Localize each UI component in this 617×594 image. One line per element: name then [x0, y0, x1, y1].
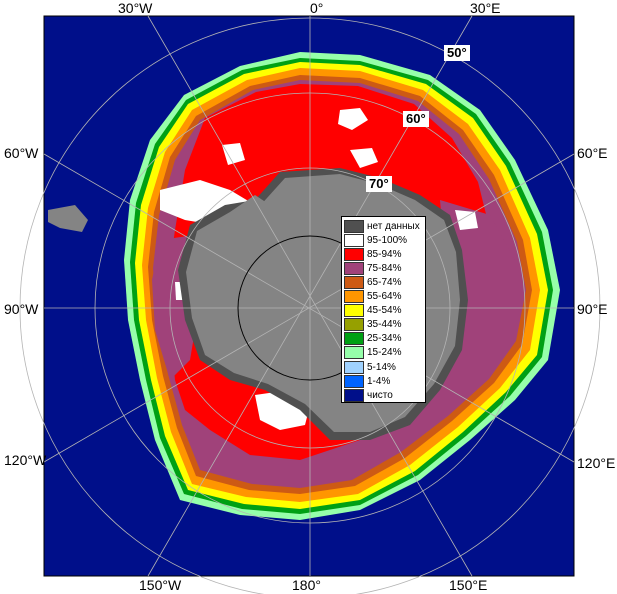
lon-label-150e: 150°E — [449, 577, 488, 593]
ice-patch-95-100-ne — [350, 148, 378, 168]
lon-label-90e: 90°E — [577, 301, 608, 317]
legend-item: 55-64% — [344, 290, 401, 304]
legend-swatch — [344, 275, 364, 289]
legend-label: 55-64% — [367, 291, 402, 302]
lon-label-150w: 150°W — [139, 577, 182, 593]
legend-swatch — [344, 374, 364, 388]
legend-label: 65-74% — [367, 276, 402, 288]
ice-patch-95-100-nw — [222, 143, 245, 165]
legend-swatch — [344, 346, 364, 360]
legend-label: 85-94% — [367, 248, 402, 260]
legend-item: нет данных — [344, 219, 420, 233]
legend-swatch — [344, 247, 364, 261]
lat-label-60: 60° — [403, 111, 429, 127]
lon-label-120w: 120°W — [4, 452, 47, 468]
legend-swatch — [344, 261, 364, 275]
legend-item: 15-24% — [344, 346, 401, 360]
legend-label: чисто — [367, 389, 393, 401]
legend-item: 25-34% — [344, 332, 401, 346]
legend-item: 65-74% — [344, 275, 401, 289]
lon-label-30e: 30°E — [470, 0, 501, 16]
legend-label: 75-84% — [367, 262, 402, 274]
legend-swatch — [344, 360, 364, 374]
legend-label: нет данных — [367, 220, 420, 232]
legend-label: 15-24% — [367, 347, 402, 359]
ice-patch-95-100-north — [338, 108, 368, 130]
lon-label-60w: 60°W — [4, 145, 39, 161]
legend: нет данных 95-100% 85-94% 75-84% 65-74% 55-64… — [341, 216, 426, 403]
lon-label-120e: 120°E — [577, 455, 616, 471]
lon-label-90w: 90°W — [4, 301, 39, 317]
legend-swatch — [344, 219, 364, 233]
legend-item: чисто — [344, 388, 393, 402]
legend-item: 75-84% — [344, 261, 401, 275]
legend-label: 45-54% — [367, 305, 402, 317]
legend-label: 35-44% — [367, 319, 402, 331]
legend-swatch — [344, 318, 364, 332]
antarctic-peninsula — [230, 195, 270, 222]
lon-label-60e: 60°E — [577, 145, 608, 161]
legend-label: 25-34% — [367, 333, 402, 345]
legend-label: 5-14% — [367, 361, 396, 373]
legend-item: 1-4% — [344, 374, 390, 388]
legend-item: 95-100% — [344, 233, 407, 247]
legend-swatch — [344, 332, 364, 346]
legend-swatch — [344, 388, 364, 402]
south-america-tip — [48, 205, 88, 232]
legend-swatch — [344, 290, 364, 303]
ice-patch-95-100-east — [455, 210, 478, 230]
lon-label-180: 180° — [292, 577, 321, 593]
lat-label-70: 70° — [366, 176, 392, 192]
legend-swatch — [344, 233, 364, 247]
graticule — [19, 15, 601, 594]
legend-swatch — [344, 304, 364, 318]
legend-item: 45-54% — [344, 304, 401, 318]
legend-label: 1-4% — [367, 375, 391, 387]
legend-item: 85-94% — [344, 247, 401, 261]
lat-label-50: 50° — [444, 45, 470, 61]
legend-item: 5-14% — [344, 360, 396, 374]
lon-label-30w: 30°W — [118, 0, 153, 16]
legend-item: 35-44% — [344, 318, 401, 332]
lon-label-0: 0° — [310, 0, 324, 16]
legend-label: 95-100% — [367, 234, 408, 246]
